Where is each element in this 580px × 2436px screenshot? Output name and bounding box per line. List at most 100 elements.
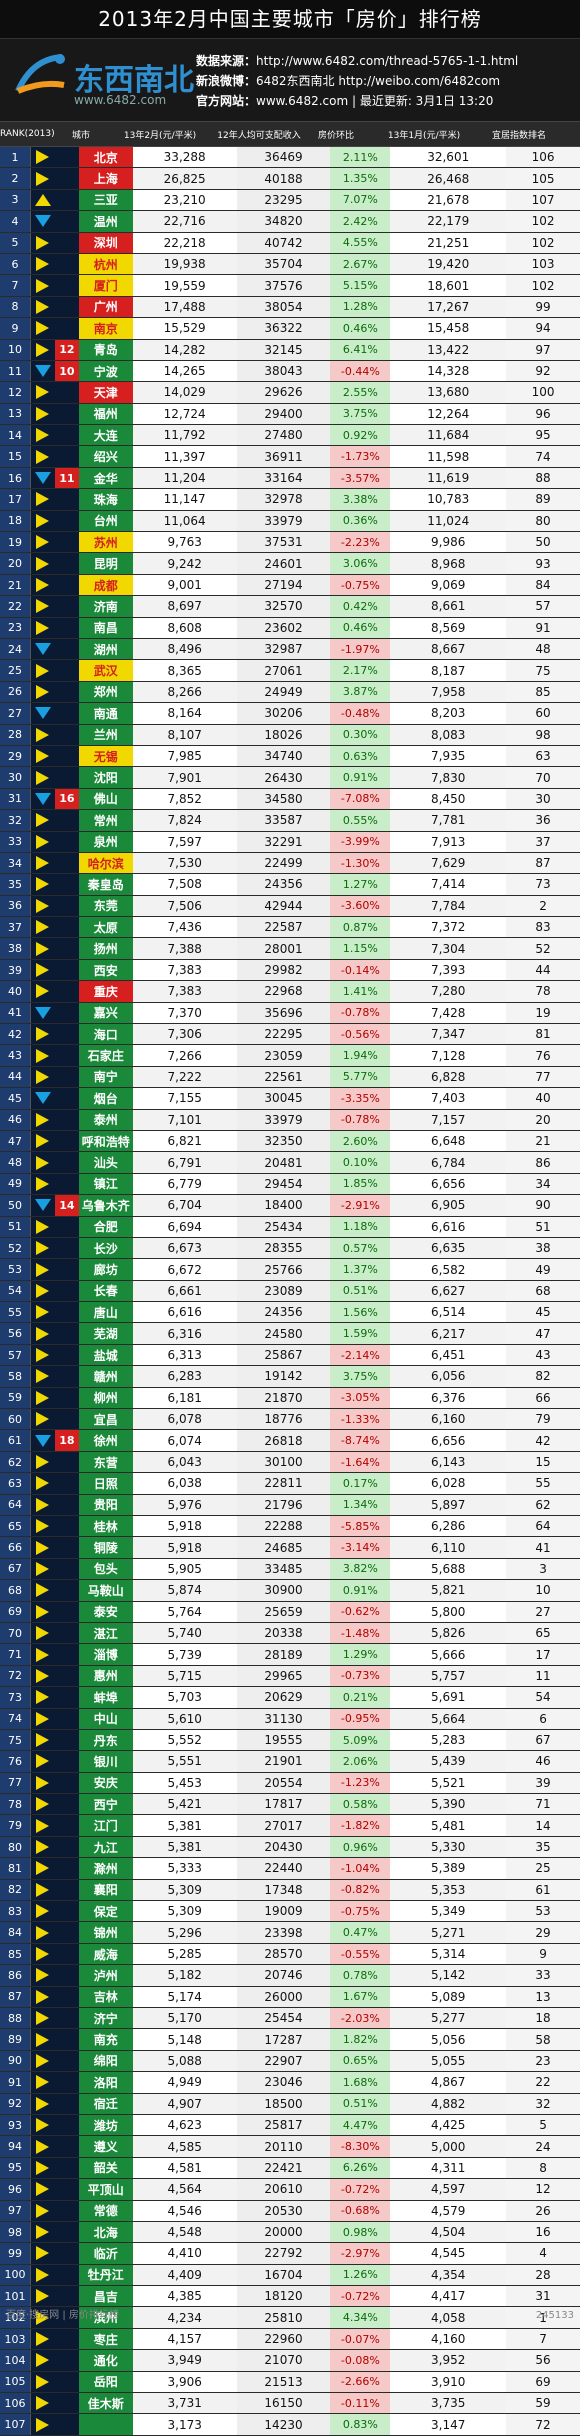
mom-cell: 0.17% [330,1473,390,1493]
city-cell: 济宁 [79,2008,133,2028]
rank-cell: 28 [0,725,31,745]
income-cell: 26818 [237,1430,331,1450]
city-cell: 马鞍山 [79,1580,133,1600]
rank-cell: 104 [0,2350,31,2370]
income-cell: 22288 [237,1516,331,1536]
prev-rank-badge [55,2414,79,2434]
arrow-right-icon [36,2225,49,2239]
livability-cell: 20 [506,1110,580,1130]
mom-cell: 7.07% [330,190,390,210]
income-cell: 20530 [237,2201,331,2221]
price-cell: 7,306 [133,1024,237,1044]
income-cell: 27194 [237,575,331,595]
arrow-right-icon [36,1348,49,1362]
weibo-link[interactable]: 6482东西南北 http://weibo.com/6482com [256,74,500,88]
arrow-right-icon [36,2246,49,2260]
livability-cell: 30 [506,789,580,809]
price-cell: 7,985 [133,746,237,766]
rank-cell: 97 [0,2201,31,2221]
prev-rank-badge [55,1473,79,1493]
city-cell: 上海 [79,168,133,188]
city-cell: 柳州 [79,1388,133,1408]
livability-cell: 74 [506,446,580,466]
city-cell: 宁波 [79,361,133,381]
mom-cell: 0.21% [330,1687,390,1707]
prev-rank-badge [55,2136,79,2156]
city-cell: 台州 [79,511,133,531]
mom-cell: -1.97% [330,639,390,659]
rank-cell: 9 [0,318,31,338]
rank-cell: 42 [0,1024,31,1044]
info-block: 数据来源：http://www.6482.com/thread-5765-1-1… [196,51,518,111]
rank-cell: 40 [0,981,31,1001]
price-cell: 3,906 [133,2372,237,2392]
price-cell: 11,147 [133,489,237,509]
rank-cell: 75 [0,1730,31,1750]
price-cell: 5,905 [133,1559,237,1579]
mom-cell: -0.68% [330,2201,390,2221]
rank-cell: 19 [0,532,31,552]
price-cell: 5,453 [133,1773,237,1793]
prev-rank-badge [55,2029,79,2049]
livability-cell: 90 [506,1195,580,1215]
mom-cell: 0.63% [330,746,390,766]
mom-cell: -7.08% [330,789,390,809]
trend-cell [31,1259,55,1279]
income-cell: 25766 [237,1259,331,1279]
price-cell: 7,266 [133,1045,237,1065]
income-cell: 25810 [237,2307,331,2327]
arrow-right-icon [36,257,49,271]
source-link[interactable]: http://www.6482.com/thread-5765-1-1.html [256,54,518,68]
prev-rank-badge [55,1238,79,1258]
price-cell: 8,365 [133,660,237,680]
jan-price-cell: 6,828 [390,1067,506,1087]
livability-cell: 57 [506,596,580,616]
mom-cell: -0.08% [330,2350,390,2370]
jan-price-cell: 15,458 [390,318,506,338]
arrow-right-icon [36,813,49,827]
prev-rank-badge [55,553,79,573]
prev-rank-badge [55,2115,79,2135]
prev-rank-badge [55,896,79,916]
rank-cell: 34 [0,853,31,873]
jan-price-cell: 6,286 [390,1516,506,1536]
trend-cell [31,1366,55,1386]
mom-cell: 3.75% [330,404,390,424]
arrow-right-icon [36,1583,49,1597]
arrow-right-icon [36,1690,49,1704]
jan-price-cell: 5,826 [390,1623,506,1643]
livability-cell: 15 [506,1452,580,1472]
income-cell: 31130 [237,1709,331,1729]
income-cell: 22421 [237,2158,331,2178]
site-link[interactable]: www.6482.com | 最近更新: 3月1日 13:20 [256,94,493,108]
price-cell: 6,661 [133,1281,237,1301]
mom-cell: -0.44% [330,361,390,381]
jan-price-cell: 8,661 [390,596,506,616]
jan-price-cell: 5,089 [390,1987,506,2007]
livability-cell: 67 [506,1730,580,1750]
trend-cell [31,168,55,188]
livability-cell: 79 [506,1409,580,1429]
arrow-right-icon [36,856,49,870]
prev-rank-badge [55,1794,79,1814]
price-cell: 5,285 [133,1944,237,1964]
prev-rank-badge [55,1580,79,1600]
price-cell: 5,610 [133,1709,237,1729]
mom-cell: 2.55% [330,382,390,402]
income-cell: 28355 [237,1238,331,1258]
arrow-right-icon [36,1519,49,1533]
prev-rank-badge [55,1666,79,1686]
jan-price-cell: 11,024 [390,511,506,531]
income-cell: 38054 [237,297,331,317]
income-cell: 25659 [237,1602,331,1622]
rank-cell: 100 [0,2265,31,2285]
trend-cell [31,1987,55,2007]
income-cell: 18400 [237,1195,331,1215]
trend-cell [31,425,55,445]
trend-cell [31,2158,55,2178]
livability-cell: 8 [506,2158,580,2178]
livability-cell: 64 [506,1516,580,1536]
